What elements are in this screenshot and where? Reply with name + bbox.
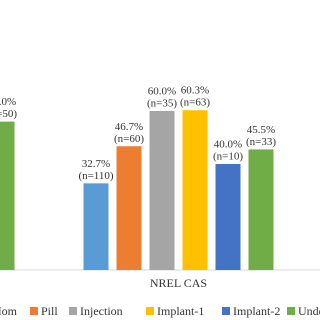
- legend-marker: [69, 307, 77, 315]
- count-label: (n=33): [246, 136, 276, 148]
- legend-label: Implant-1: [157, 304, 204, 318]
- legend-label: Undecid: [298, 304, 320, 318]
- legend-label: Injection: [80, 304, 123, 318]
- bar: [248, 149, 274, 270]
- legend-label: Implant-2: [233, 304, 280, 318]
- bar: [215, 164, 241, 270]
- legend-marker: [30, 307, 38, 315]
- legend-marker: [146, 307, 154, 315]
- bar: [0, 121, 15, 270]
- count-label: (n=60): [114, 133, 144, 145]
- value-label: 45.5%: [247, 124, 275, 136]
- legend-marker: [287, 307, 295, 315]
- count-label: (n=110): [78, 170, 113, 182]
- bar: [116, 146, 142, 270]
- count-label: (n=10): [213, 151, 243, 163]
- legend-marker: [222, 307, 230, 315]
- value-label: 40.0%: [214, 139, 242, 151]
- bar: [182, 110, 208, 270]
- bar: [83, 183, 109, 270]
- count-label: (n=50): [0, 108, 17, 120]
- value-label: 56.0%: [0, 96, 16, 108]
- bar: [149, 111, 175, 270]
- x-tick-label: NREL CAS: [150, 276, 207, 290]
- legend-label: Pill: [41, 304, 58, 318]
- count-label: (n=35): [147, 98, 177, 110]
- value-label: 46.7%: [115, 121, 143, 133]
- value-label: 60.0%: [148, 86, 176, 98]
- value-label: 60.3%: [181, 85, 209, 97]
- legend-label: Hom: [0, 304, 18, 318]
- count-label: (n=63): [180, 97, 210, 109]
- value-label: 32.7%: [82, 158, 110, 170]
